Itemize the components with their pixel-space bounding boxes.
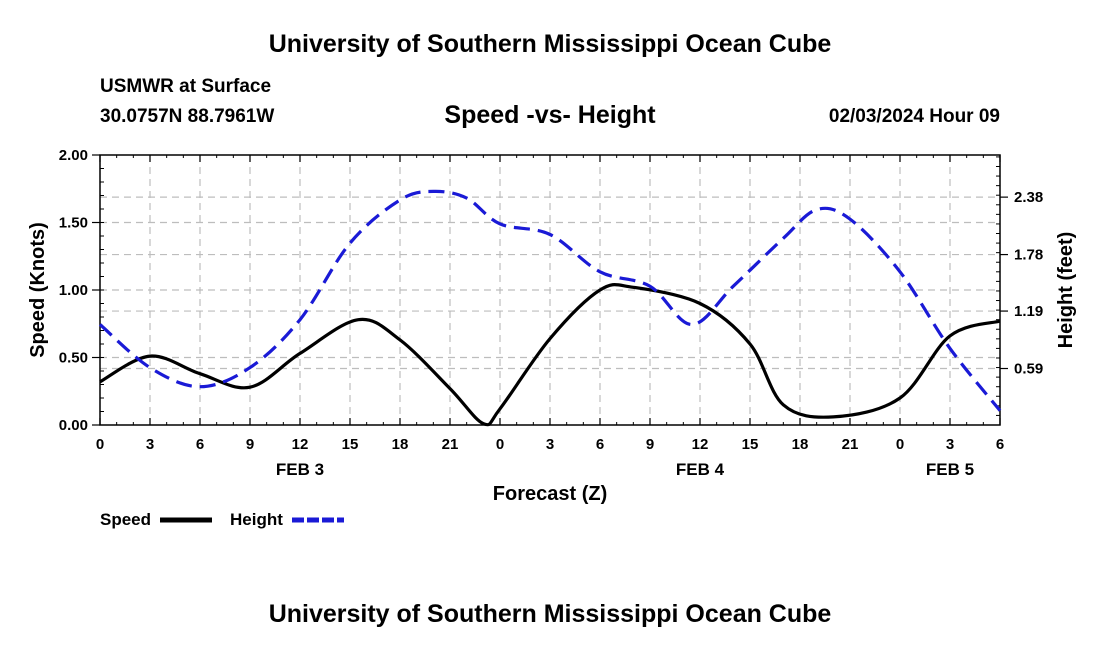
- y-axis-right-label: Height (feet): [1055, 232, 1077, 349]
- x-tick-label: 3: [546, 436, 554, 453]
- y-left-tick-label: 0.00: [59, 417, 88, 434]
- legend: Speed Height: [100, 510, 344, 529]
- x-tick-label: 3: [946, 436, 954, 453]
- x-tick-label: 15: [342, 436, 359, 453]
- x-tick-label: 0: [896, 436, 904, 453]
- title-bottom: University of Southern Mississippi Ocean…: [268, 600, 832, 628]
- coords-label: 30.0757N 88.7961W: [100, 106, 275, 127]
- grid-lines: [100, 155, 1000, 425]
- y-right-tick-label: 0.59: [1014, 361, 1043, 378]
- x-tick-label: 0: [96, 436, 104, 453]
- y-right-tick-label: 1.19: [1014, 303, 1043, 320]
- x-tick-label: 9: [246, 436, 254, 453]
- x-tick-label: 3: [146, 436, 154, 453]
- x-tick-label: 18: [792, 436, 809, 453]
- x-tick-label: 0: [496, 436, 504, 453]
- x-tick-label: 6: [996, 436, 1004, 453]
- y-axis-left-label: Speed (Knots): [27, 222, 49, 358]
- x-tick-label: 21: [442, 436, 459, 453]
- y-left-tick-label: 0.50: [59, 350, 88, 367]
- x-tick-label: 21: [842, 436, 859, 453]
- x-tick-label: 9: [646, 436, 654, 453]
- station-label: USMWR at Surface: [100, 76, 272, 97]
- y-right-tick-label: 1.78: [1014, 247, 1043, 264]
- legend-label-speed: Speed: [100, 510, 151, 529]
- y-right-tick-label: 2.38: [1014, 189, 1043, 206]
- axis-ticks: 0 3 6 9 12 15 18 21 0 3 6 9 12 15 18 21 0 3 6 FEB 3 FEB 4 FEB…: [59, 147, 1043, 479]
- x-tick-label: 18: [392, 436, 409, 453]
- series-lines: [98, 189, 1002, 427]
- date-hour-label: 02/03/2024 Hour 09: [828, 106, 1000, 127]
- y-left-tick-label: 1.50: [59, 215, 88, 232]
- x-tick-label: 15: [742, 436, 759, 453]
- x-tick-label: 6: [596, 436, 604, 453]
- x-day-label: FEB 4: [676, 460, 725, 479]
- series-line-speed: [99, 283, 1001, 427]
- x-day-label: FEB 5: [926, 460, 974, 479]
- y-left-tick-label: 1.00: [59, 282, 88, 299]
- x-day-label: FEB 3: [276, 460, 324, 479]
- x-tick-label: 6: [196, 436, 204, 453]
- legend-label-height: Height: [230, 510, 283, 529]
- x-tick-label: 12: [692, 436, 709, 453]
- x-tick-label: 12: [292, 436, 309, 453]
- y-left-tick-label: 2.00: [59, 147, 88, 164]
- chart-title: Speed -vs- Height: [444, 101, 656, 129]
- x-axis-label: Forecast (Z): [493, 483, 607, 505]
- series-line-height: [98, 189, 1002, 412]
- title-top: University of Southern Mississippi Ocean…: [268, 30, 832, 58]
